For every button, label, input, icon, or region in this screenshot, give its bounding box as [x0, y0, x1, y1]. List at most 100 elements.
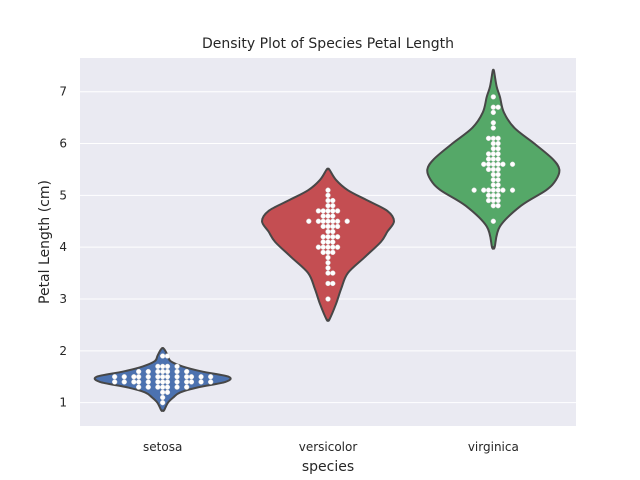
data-point [325, 265, 331, 271]
data-point [112, 374, 118, 380]
data-point [490, 94, 496, 100]
data-point [495, 135, 501, 141]
data-point [136, 374, 142, 380]
data-point [495, 104, 501, 110]
data-point [509, 161, 516, 167]
data-point [485, 187, 492, 193]
data-point [495, 171, 501, 178]
x-tick-label: virginica [468, 440, 519, 454]
data-point [164, 353, 171, 359]
data-point [136, 384, 142, 390]
data-point [485, 192, 492, 199]
y-tick-label: 2 [59, 344, 67, 358]
data-point [495, 166, 501, 173]
data-point [320, 234, 326, 240]
data-point [330, 239, 336, 245]
data-point [334, 223, 341, 230]
data-point [330, 218, 336, 224]
data-point [325, 208, 331, 214]
data-point [164, 374, 171, 380]
data-point [490, 187, 496, 193]
data-point [325, 296, 331, 302]
data-point [330, 270, 336, 276]
data-point [164, 384, 171, 390]
data-point [330, 203, 336, 209]
data-point [500, 161, 506, 167]
data-point [485, 166, 492, 173]
x-tick-label: setosa [143, 440, 182, 454]
data-point [490, 140, 496, 147]
data-point [330, 244, 336, 250]
data-point [174, 368, 180, 375]
data-point [320, 244, 326, 250]
data-point [344, 218, 350, 224]
data-point [490, 197, 496, 204]
data-point [334, 234, 341, 240]
data-point [320, 239, 326, 245]
data-point [495, 151, 501, 157]
data-point [325, 249, 331, 256]
data-point [325, 239, 331, 245]
data-point [136, 368, 142, 375]
data-point [490, 120, 496, 126]
data-point [184, 384, 190, 390]
chart-title: Density Plot of Species Petal Length [202, 36, 454, 52]
data-point [306, 218, 312, 224]
data-point [325, 213, 331, 219]
data-point [509, 187, 516, 193]
y-tick-label: 7 [59, 85, 67, 99]
data-point [208, 374, 214, 380]
data-point [495, 182, 501, 188]
data-point [334, 218, 341, 224]
data-point [320, 213, 326, 219]
data-point [160, 363, 166, 370]
data-point [325, 280, 331, 287]
x-axis-label: species [302, 459, 354, 475]
data-point [325, 244, 331, 250]
data-point [131, 379, 137, 385]
data-point [145, 379, 151, 385]
data-point [174, 363, 180, 370]
data-point [481, 187, 487, 193]
data-point [330, 197, 336, 204]
data-point [325, 254, 331, 261]
data-point [485, 197, 492, 204]
data-point [155, 368, 161, 375]
data-point [325, 192, 331, 199]
data-point [485, 156, 492, 162]
data-point [490, 151, 496, 157]
data-point [164, 389, 171, 395]
data-point [160, 394, 166, 401]
y-axis-ticks: 1 2 3 4 5 6 7 [59, 85, 67, 410]
data-point [495, 161, 501, 167]
data-point [160, 353, 166, 359]
x-axis-ticks: setosa versicolor virginica [143, 440, 519, 454]
data-point [198, 374, 204, 380]
y-tick-label: 6 [59, 137, 67, 151]
data-point [495, 146, 501, 152]
data-point [131, 374, 137, 380]
data-point [325, 270, 331, 276]
data-point [490, 156, 496, 162]
data-point [471, 187, 477, 193]
data-point [112, 379, 118, 385]
data-point [188, 374, 195, 380]
data-point [330, 234, 336, 240]
data-point [160, 374, 166, 380]
data-point [330, 280, 336, 287]
data-point [184, 379, 190, 385]
data-point [325, 234, 331, 240]
data-point [330, 228, 336, 235]
data-point [330, 213, 336, 219]
data-point [145, 384, 151, 390]
y-tick-label: 5 [59, 188, 67, 202]
data-point [495, 177, 501, 183]
data-point [334, 208, 341, 214]
data-point [325, 228, 331, 235]
data-point [325, 203, 331, 209]
data-point [174, 384, 180, 390]
data-point [188, 379, 195, 385]
data-point [495, 187, 501, 193]
data-point [325, 197, 331, 204]
